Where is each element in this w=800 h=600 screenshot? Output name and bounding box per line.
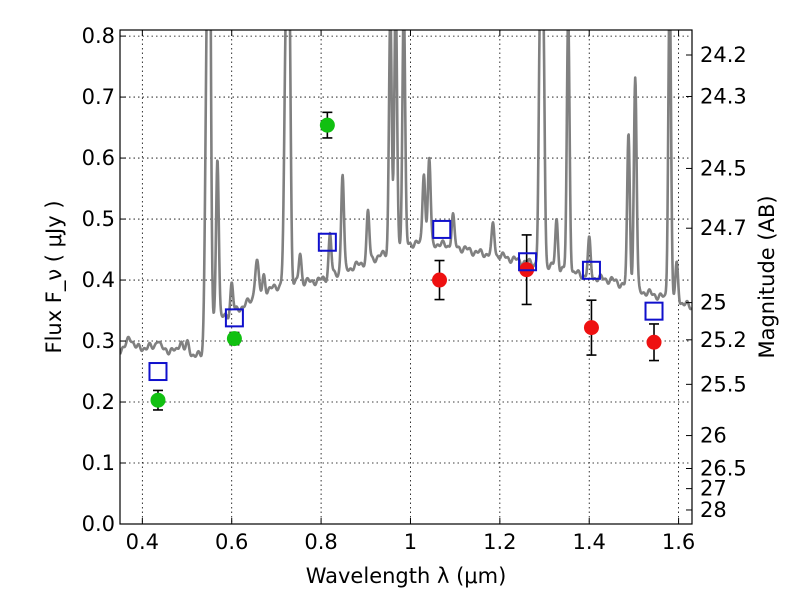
x-tick-label: 1.6 bbox=[662, 530, 695, 554]
spectrum-line bbox=[120, 30, 692, 358]
y-tick-label: 0.1 bbox=[82, 451, 115, 475]
right-tick-label: 25 bbox=[700, 291, 727, 315]
right-tick-label: 25.5 bbox=[700, 372, 747, 396]
y-tick-label: 0.3 bbox=[82, 329, 115, 353]
right-tick-label: 26 bbox=[700, 424, 727, 448]
model-spectrum bbox=[120, 30, 692, 358]
x-tick-label: 0.6 bbox=[215, 530, 248, 554]
right-tick-label: 25.2 bbox=[700, 328, 747, 352]
x-tick-label: 1.2 bbox=[483, 530, 516, 554]
y-tick-label: 0.2 bbox=[82, 390, 115, 414]
x-tick-label: 0.4 bbox=[126, 530, 159, 554]
right-tick-label: 27 bbox=[700, 477, 727, 501]
red-data-point bbox=[646, 334, 662, 350]
x-axis-label: Wavelength λ (μm) bbox=[306, 564, 507, 588]
model-photometry-square bbox=[518, 252, 538, 272]
plot-frame bbox=[119, 29, 693, 525]
red-data-point bbox=[583, 320, 599, 336]
model-photometry-square bbox=[317, 232, 337, 252]
model-photometry-square bbox=[224, 308, 244, 328]
y-tick-label: 0.6 bbox=[82, 146, 115, 170]
model-photometry-square bbox=[644, 301, 664, 321]
model-photometry-square bbox=[148, 362, 168, 382]
right-tick-label: 24.3 bbox=[700, 84, 747, 108]
x-tick-label: 1 bbox=[404, 530, 417, 554]
data-points bbox=[148, 111, 664, 411]
right-tick-label: 24.5 bbox=[700, 156, 747, 180]
y-axis-label-right: Magnitude (AB) bbox=[755, 195, 779, 358]
right-tick-label: 24.2 bbox=[700, 43, 747, 67]
green-data-point bbox=[150, 392, 166, 408]
y-tick-label: 0.7 bbox=[82, 85, 115, 109]
x-tick-label: 1.4 bbox=[573, 530, 606, 554]
axis-ticks bbox=[120, 30, 692, 525]
right-tick-label: 24.7 bbox=[700, 216, 747, 240]
right-tick-label: 26.5 bbox=[700, 457, 747, 481]
tick-labels: 0.4 0.6 0.8 1 1.2 1.4 1.6 0.0 0.1 0.2 0.3 0.4 0.5 0.6… bbox=[82, 24, 747, 554]
green-data-point bbox=[319, 117, 335, 133]
y-axis-label-left: Flux F_ν ( μJy ) bbox=[42, 200, 67, 353]
model-photometry-square bbox=[581, 260, 601, 280]
right-tick-label: 28 bbox=[700, 498, 727, 522]
y-tick-label: 0.5 bbox=[82, 207, 115, 231]
x-tick-label: 0.8 bbox=[304, 530, 337, 554]
red-data-point bbox=[432, 272, 448, 288]
y-tick-label: 0.8 bbox=[82, 24, 115, 48]
model-photometry-square bbox=[432, 219, 452, 239]
y-tick-label: 0.0 bbox=[82, 512, 115, 536]
y-tick-label: 0.4 bbox=[82, 268, 115, 292]
green-data-point bbox=[226, 331, 242, 347]
